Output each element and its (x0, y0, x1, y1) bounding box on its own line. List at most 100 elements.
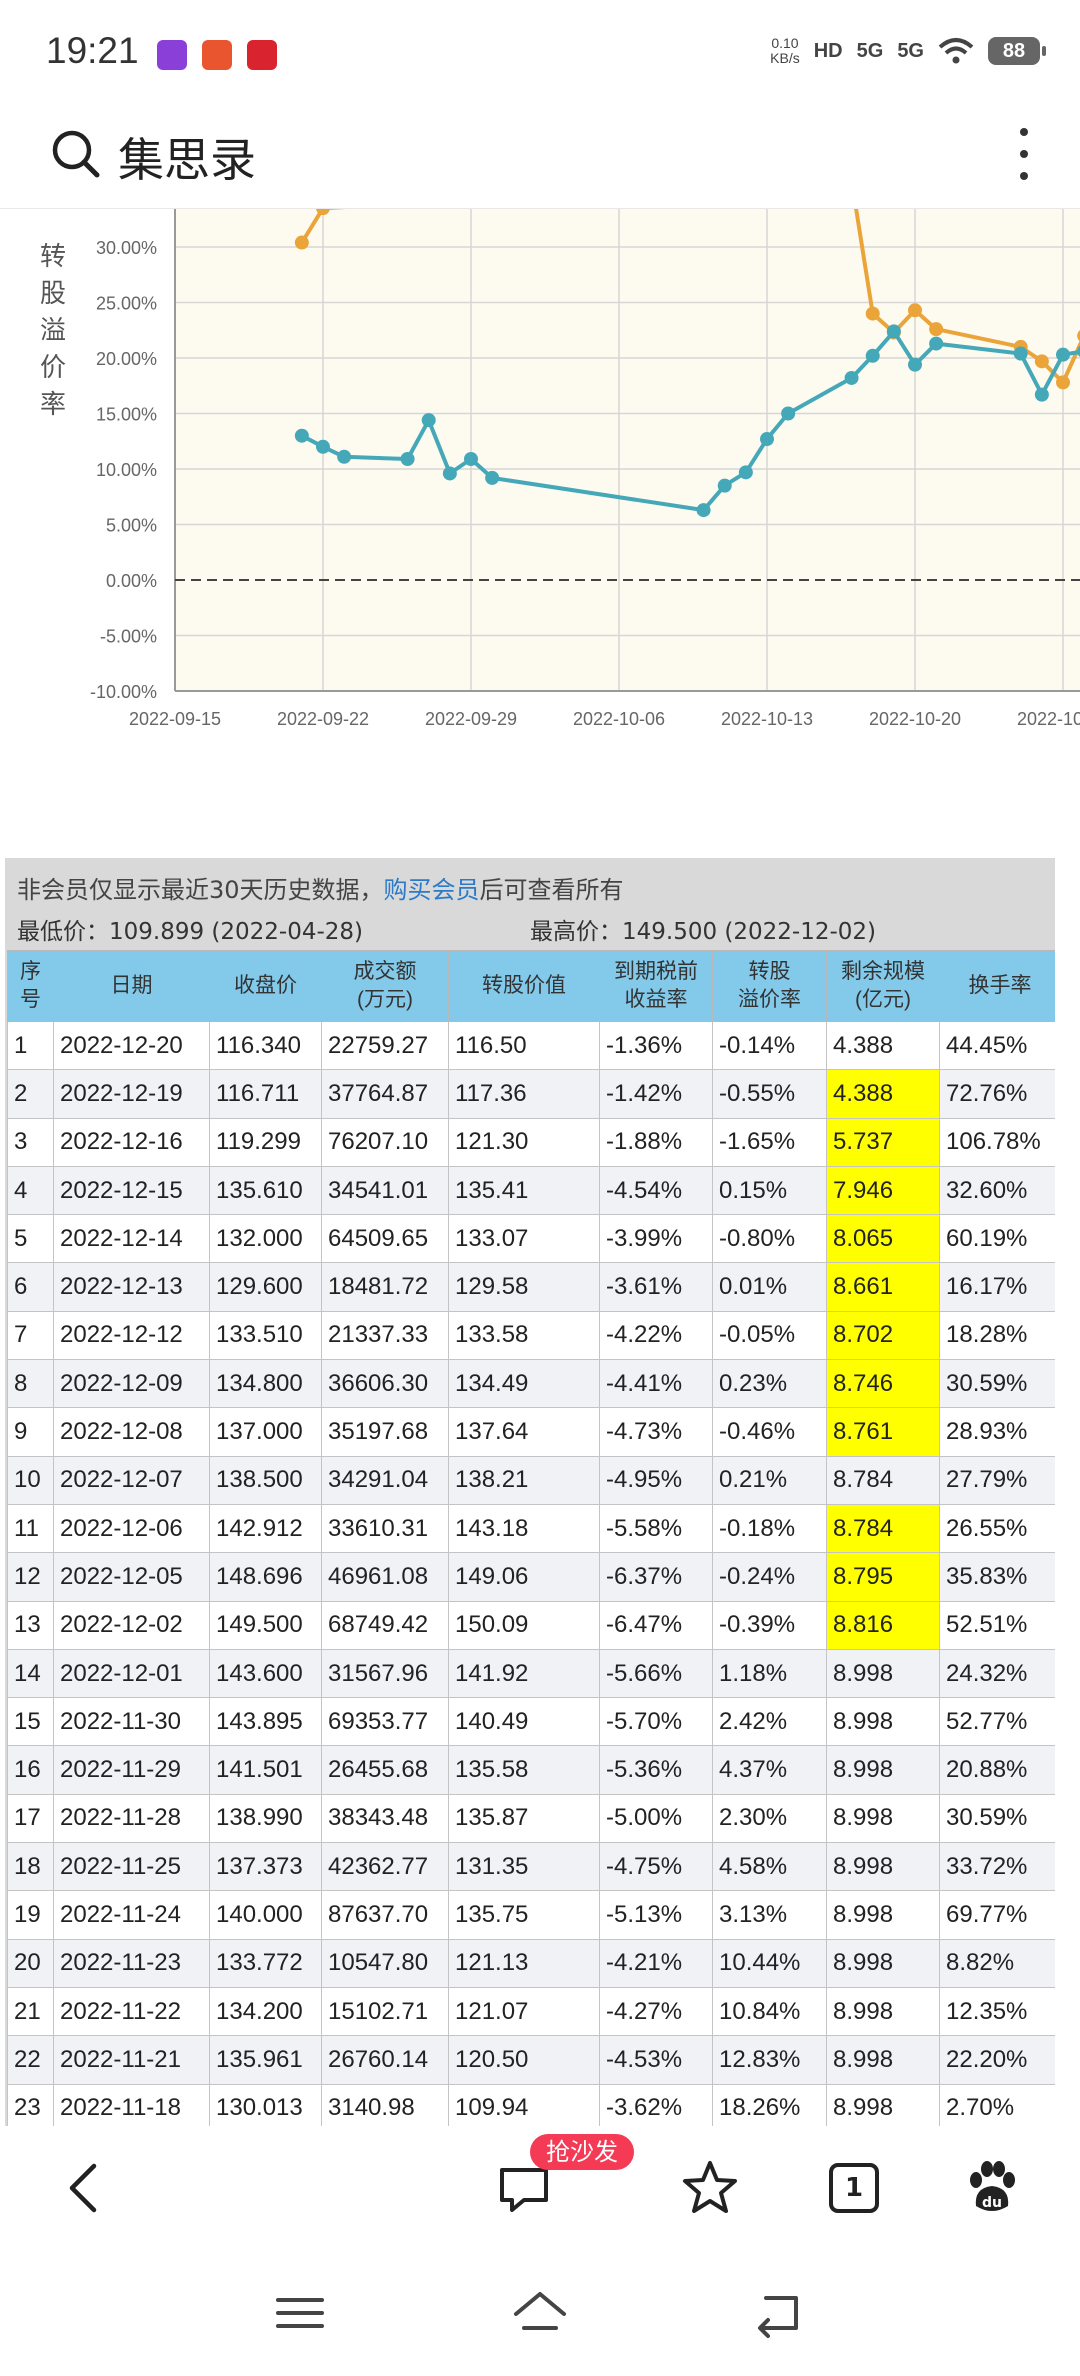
table-cell: 72.76% (939, 1069, 1055, 1119)
table-cell: 2022-12-13 (53, 1262, 210, 1312)
table-row: 22 2022-11-21 135.961 26760.14 120.50 -4.53% 1… (7, 2035, 1055, 2085)
table-cell: 135.87 (448, 1793, 600, 1844)
table-cell: 30.59% (939, 1793, 1055, 1844)
table-cell: -6.47% (599, 1600, 713, 1650)
table-cell: 2022-11-21 (53, 2035, 210, 2085)
table-cell: 8.702 (826, 1310, 940, 1361)
table-cell: -0.46% (712, 1407, 827, 1457)
table-cell: 2022-12-12 (53, 1310, 210, 1361)
table-cell: 52.77% (939, 1697, 1055, 1747)
column-header[interactable]: 成交额 (万元) (321, 950, 449, 1022)
table-cell: -4.95% (599, 1455, 713, 1505)
y-label-char: 价 (39, 353, 66, 383)
data-point (485, 470, 500, 485)
y-label-char: 溢 (39, 316, 66, 346)
table-cell: -1.36% (599, 1020, 713, 1071)
table-cell: 46961.08 (321, 1552, 449, 1602)
column-header[interactable]: 日期 (53, 950, 210, 1022)
table-cell: 8.998 (826, 2083, 940, 2126)
data-point (717, 478, 732, 493)
table-cell: 8.816 (826, 1600, 940, 1650)
x-tick-label: 2022-09-15 (129, 709, 221, 729)
table-cell: -0.14% (712, 1020, 827, 1071)
chart-canvas: 30.00% 25.00% 20.00% 15.00% 10.00% 5.00% 0.00%… (90, 209, 1080, 729)
data-point (1077, 345, 1080, 357)
data-point (696, 503, 711, 518)
table-cell: 2022-11-23 (53, 1938, 210, 1988)
table-cell: 116.50 (448, 1020, 600, 1071)
table-cell: 34291.04 (321, 1455, 449, 1505)
table-cell: 134.800 (209, 1359, 322, 1409)
table-row: 9 2022-12-08 137.000 35197.68 137.64 -4.73% -0… (7, 1407, 1055, 1457)
baidu-paw-icon[interactable]: du (962, 2158, 1022, 2218)
table-cell: 109.94 (448, 2083, 600, 2126)
sofa-badge[interactable]: 抢沙发 (530, 2134, 634, 2170)
home-icon[interactable] (510, 2288, 570, 2338)
table-cell: 12 (7, 1552, 54, 1602)
column-header[interactable]: 剩余规模 (亿元) (826, 950, 940, 1022)
signal-5g-1: 5G (856, 39, 884, 62)
series-line (300, 209, 1080, 385)
column-header[interactable]: 收盘价 (209, 950, 322, 1022)
table-cell: 8.784 (826, 1503, 940, 1554)
table-cell: 13 (7, 1600, 54, 1650)
data-point (316, 209, 330, 216)
table-cell: 8.998 (826, 1745, 940, 1795)
table-cell: 4.388 (826, 1069, 940, 1119)
column-header[interactable]: 到期税前 收益率 (599, 950, 713, 1022)
table-cell: 2022-12-20 (53, 1020, 210, 1071)
table-cell: 8.746 (826, 1359, 940, 1409)
history-table: 序号日期 收盘价 成交额 (万元) 转股价值 到期税前 收益率 转股 溢价率 剩余规模 (亿元) 换手… (7, 950, 1055, 2126)
table-row: 19 2022-11-24 140.000 87637.70 135.75 -5.13% 3… (7, 1890, 1055, 1940)
table-cell: -4.21% (599, 1938, 713, 1988)
table-cell: 9 (7, 1407, 54, 1457)
data-point (442, 466, 457, 481)
table-cell: 10.44% (712, 1938, 827, 1988)
page-title[interactable]: 集思录 (118, 133, 256, 187)
column-header[interactable]: 换手率 (939, 950, 1055, 1022)
history-panel: 非会员仅显示最近30天历史数据，购买会员后可查看所有 最低价：109.899 (… (5, 858, 1055, 2126)
table-cell: 138.21 (448, 1455, 600, 1505)
table-cell: 133.07 (448, 1214, 600, 1264)
more-vertical-icon[interactable] (1014, 126, 1034, 182)
table-cell: 26455.68 (321, 1745, 449, 1795)
menu-icon[interactable] (270, 2288, 330, 2338)
search-icon[interactable] (50, 128, 102, 180)
column-header[interactable]: 转股价值 (448, 950, 600, 1022)
table-cell: 2022-11-25 (53, 1842, 210, 1892)
table-cell: 33610.31 (321, 1503, 449, 1554)
table-cell: 137.373 (209, 1842, 322, 1892)
table-cell: -0.05% (712, 1310, 827, 1361)
table-cell: -4.73% (599, 1407, 713, 1457)
y-tick-label: 25.00% (96, 294, 157, 314)
table-cell: -4.75% (599, 1842, 713, 1892)
table-row: 15 2022-11-30 143.895 69353.77 140.49 -5.70% 2… (7, 1697, 1055, 1747)
table-cell: 52.51% (939, 1600, 1055, 1650)
table-cell: 21 (7, 1986, 54, 2037)
table-cell: -5.66% (599, 1648, 713, 1699)
table-cell: 16 (7, 1745, 54, 1795)
table-cell: 2022-12-15 (53, 1165, 210, 1216)
back-icon[interactable] (56, 2158, 116, 2218)
table-cell: 20.88% (939, 1745, 1055, 1795)
favorite-star-icon[interactable] (680, 2158, 740, 2218)
tabs-icon[interactable]: 1 (824, 2158, 884, 2218)
table-row: 6 2022-12-13 129.600 18481.72 129.58 -3.61% 0.… (7, 1262, 1055, 1312)
table-cell: 18 (7, 1842, 54, 1892)
table-cell: 8.998 (826, 1697, 940, 1747)
table-cell: 121.13 (448, 1938, 600, 1988)
column-header[interactable]: 转股 溢价率 (712, 950, 827, 1022)
table-cell: 121.30 (448, 1117, 600, 1167)
return-icon[interactable] (750, 2288, 810, 2338)
buy-membership-link[interactable]: 购买会员 (383, 876, 480, 904)
column-header[interactable]: 序号 (7, 950, 54, 1022)
table-cell: 135.610 (209, 1165, 322, 1216)
data-point (781, 406, 796, 421)
table-cell: 21337.33 (321, 1310, 449, 1361)
table-cell: 129.600 (209, 1262, 322, 1312)
table-cell: 34541.01 (321, 1165, 449, 1216)
comment-icon[interactable] (494, 2158, 554, 2218)
table-cell: 2022-12-16 (53, 1117, 210, 1167)
table-cell: 10.84% (712, 1986, 827, 2037)
table-cell: 42362.77 (321, 1842, 449, 1892)
